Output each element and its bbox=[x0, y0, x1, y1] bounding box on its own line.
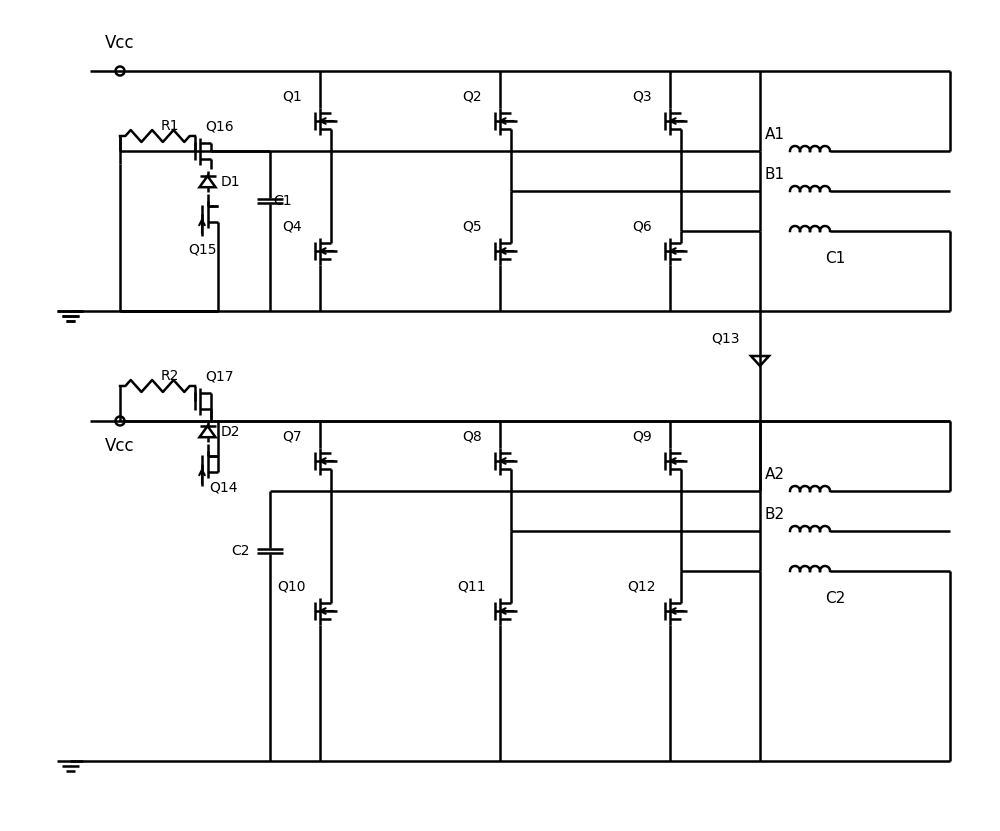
Text: C2: C2 bbox=[825, 591, 845, 606]
Text: C1: C1 bbox=[273, 194, 292, 208]
Text: Q11: Q11 bbox=[458, 579, 486, 593]
Text: Q16: Q16 bbox=[205, 120, 234, 134]
Text: A2: A2 bbox=[765, 467, 785, 482]
Text: Q14: Q14 bbox=[210, 480, 238, 494]
Text: Q8: Q8 bbox=[462, 430, 482, 444]
Text: R1: R1 bbox=[161, 119, 179, 133]
Text: Q12: Q12 bbox=[628, 579, 656, 593]
Text: R2: R2 bbox=[161, 369, 179, 383]
Text: Q3: Q3 bbox=[632, 90, 652, 104]
Text: Q1: Q1 bbox=[282, 90, 302, 104]
Text: Q5: Q5 bbox=[462, 219, 482, 234]
Text: D2: D2 bbox=[220, 425, 240, 439]
Text: B1: B1 bbox=[765, 167, 785, 182]
Text: A1: A1 bbox=[765, 127, 785, 142]
Text: Q13: Q13 bbox=[712, 332, 740, 346]
Text: Q6: Q6 bbox=[632, 219, 652, 234]
Text: Q4: Q4 bbox=[282, 219, 302, 234]
Text: Vcc: Vcc bbox=[105, 437, 135, 455]
Text: B2: B2 bbox=[765, 507, 785, 522]
Text: Q17: Q17 bbox=[205, 370, 234, 383]
Text: Vcc: Vcc bbox=[105, 34, 135, 52]
Text: Q10: Q10 bbox=[278, 579, 306, 593]
Text: Q15: Q15 bbox=[188, 243, 217, 257]
Text: Q2: Q2 bbox=[462, 90, 482, 104]
Text: D1: D1 bbox=[220, 175, 240, 189]
Text: C2: C2 bbox=[232, 544, 250, 558]
Text: Q7: Q7 bbox=[282, 430, 302, 444]
Text: Q9: Q9 bbox=[632, 430, 652, 444]
Text: C1: C1 bbox=[825, 251, 845, 266]
